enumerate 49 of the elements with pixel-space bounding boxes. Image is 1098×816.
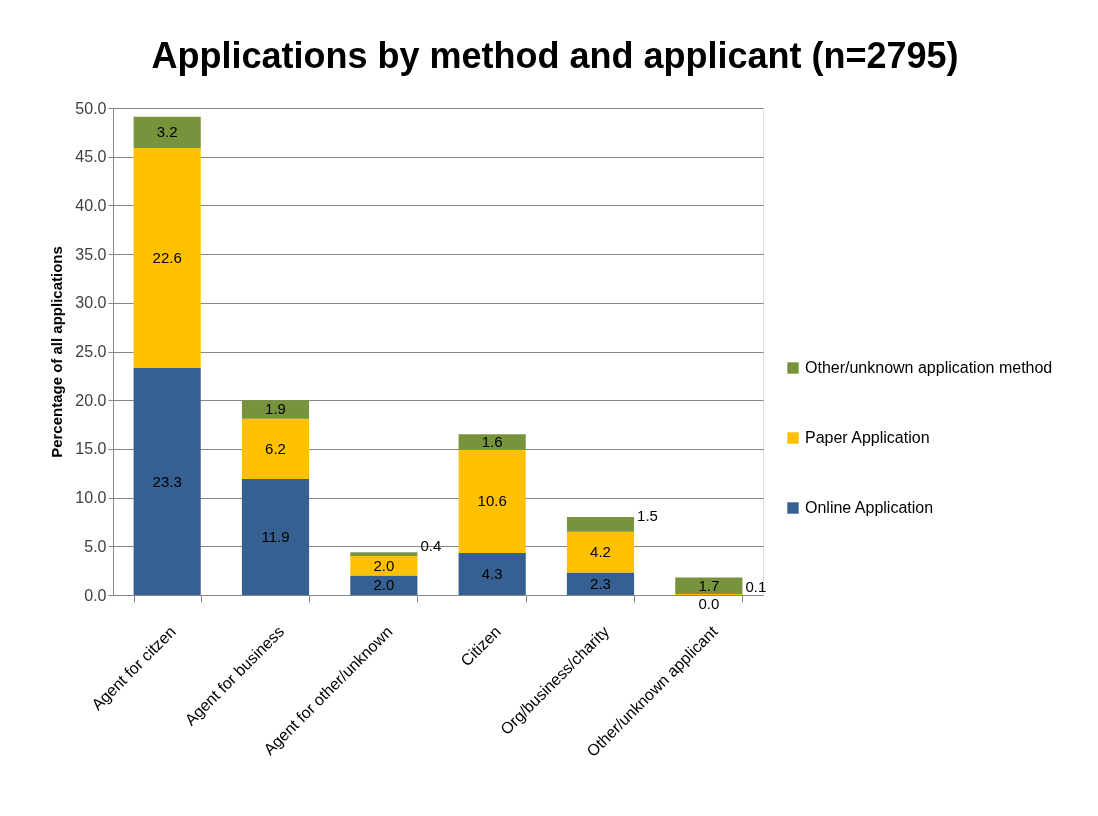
bar (458, 434, 526, 450)
legend-label: Online Application (805, 499, 934, 516)
data-label: 1.5 (637, 507, 658, 525)
data-label: 2.0 (373, 576, 395, 594)
bar (241, 400, 310, 419)
bar (566, 572, 635, 595)
data-label: 6.2 (265, 439, 286, 457)
bar (350, 556, 418, 576)
bar (566, 531, 635, 573)
data-label: 1.9 (265, 400, 286, 418)
bar (458, 553, 526, 595)
data-label: 2.3 (590, 574, 611, 592)
data-label: 4.3 (481, 565, 503, 583)
data-label: 1.7 (698, 576, 720, 594)
y-tick-label: 50.0 (75, 99, 107, 117)
data-label: 0.0 (698, 595, 720, 612)
bar (675, 577, 743, 595)
bar (133, 147, 201, 369)
bar (566, 517, 635, 532)
y-tick-label: 20.0 (75, 391, 107, 409)
data-label: 3.2 (156, 123, 178, 141)
y-tick-label: 15.0 (75, 440, 107, 458)
y-tick-label: 30.0 (75, 294, 107, 312)
legend-label: Other/unknown application method (805, 359, 1053, 376)
data-label: 0.1 (745, 577, 767, 595)
data-label: 1.6 (481, 433, 503, 451)
data-label: 4.2 (590, 543, 611, 561)
y-tick-label: 40.0 (75, 196, 107, 214)
bar (458, 449, 526, 554)
data-label: 11.9 (261, 528, 290, 546)
data-label: 23.3 (152, 472, 182, 490)
y-tick-label: 5.0 (84, 537, 107, 555)
bar (350, 552, 418, 557)
y-tick-label: 35.0 (75, 245, 107, 263)
y-tick-label: 25.0 (75, 343, 107, 360)
legend-label: Paper Application (805, 429, 930, 446)
bar (133, 116, 201, 148)
data-label: 22.6 (152, 249, 182, 266)
bar (133, 368, 201, 595)
data-label: 0.4 (420, 537, 442, 555)
y-tick-label: 10.0 (75, 489, 107, 507)
y-tick-label: 45.0 (75, 148, 107, 166)
bar (241, 418, 310, 480)
data-label: 2.0 (373, 556, 395, 574)
y-tick-label: 0.0 (84, 586, 107, 604)
data-label: 10.6 (477, 492, 507, 510)
bar (241, 479, 310, 595)
y-axis-title: Percentage of all applications (48, 246, 66, 458)
chart-title: Applications by method and applicant (n=2795) (151, 35, 959, 76)
